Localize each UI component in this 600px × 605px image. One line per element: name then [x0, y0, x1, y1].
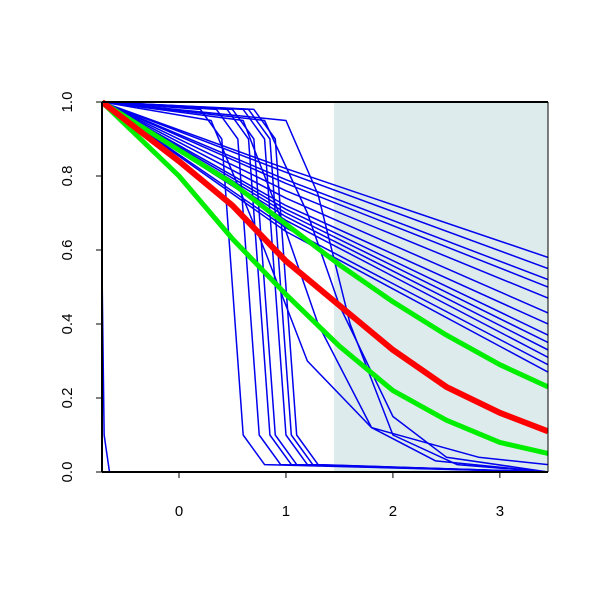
y-tick-label: 0.0 — [59, 462, 76, 483]
curve — [102, 101, 548, 259]
curve — [102, 100, 548, 390]
x-tick-label: 1 — [282, 503, 290, 520]
plot-area — [102, 100, 548, 473]
curve — [102, 101, 548, 325]
y-tick-label: 1.0 — [59, 92, 76, 113]
curve — [102, 100, 548, 456]
x-tick-label: 0 — [175, 503, 183, 520]
x-tick-label: 2 — [389, 503, 397, 520]
y-tick-label: 0.8 — [59, 166, 76, 187]
curve — [102, 101, 548, 473]
curve — [102, 101, 548, 473]
y-tick-label: 0.6 — [59, 240, 76, 261]
curve — [102, 101, 548, 473]
curve — [102, 101, 548, 366]
curve — [102, 101, 548, 466]
y-tick-label: 0.4 — [59, 314, 76, 335]
curve — [102, 101, 548, 288]
curve — [102, 101, 548, 314]
y-tick-label: 0.2 — [59, 388, 76, 409]
curve — [102, 101, 548, 281]
x-tick-label: 3 — [496, 503, 504, 520]
curve — [102, 101, 548, 299]
curve — [102, 101, 548, 270]
curve — [102, 100, 548, 435]
